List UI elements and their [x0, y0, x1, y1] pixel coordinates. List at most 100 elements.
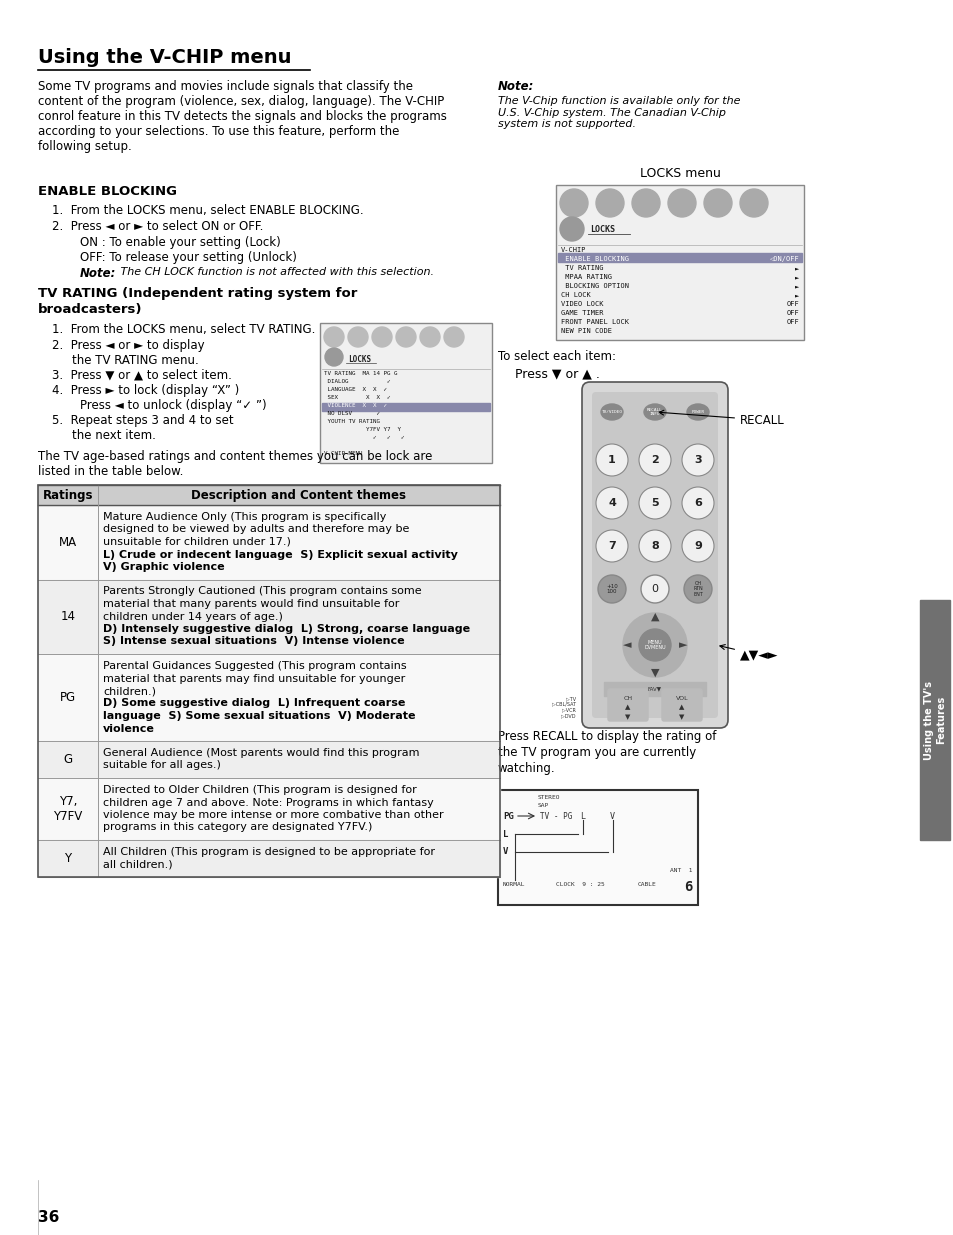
- Bar: [558, 253, 801, 262]
- Text: V-CHIP: V-CHIP: [560, 247, 586, 253]
- Text: Some TV programs and movies include signals that classify the
content of the pro: Some TV programs and movies include sign…: [38, 80, 446, 153]
- Text: MA: MA: [59, 536, 77, 548]
- Text: children under 14 years of age.): children under 14 years of age.): [103, 611, 283, 621]
- Text: ►: ►: [794, 274, 799, 280]
- Text: TV RATING  MA 14 PG G: TV RATING MA 14 PG G: [324, 370, 397, 375]
- Text: ▼: ▼: [650, 668, 659, 678]
- Text: ►: ►: [678, 640, 686, 650]
- Text: General Audience (Most parents would find this program: General Audience (Most parents would fin…: [103, 748, 419, 758]
- Text: 6: 6: [694, 498, 701, 508]
- Circle shape: [740, 189, 767, 217]
- Text: VOL: VOL: [675, 697, 688, 701]
- Bar: [38, 741, 499, 778]
- Text: All Children (This program is designed to be appropriate for: All Children (This program is designed t…: [103, 847, 435, 857]
- Text: POWER: POWER: [691, 410, 704, 414]
- Text: Directed to Older Children (This program is designed for: Directed to Older Children (This program…: [103, 785, 416, 795]
- Circle shape: [681, 445, 713, 475]
- Bar: [497, 790, 698, 905]
- Text: D) Intensely suggestive dialog  L) Strong, coarse language: D) Intensely suggestive dialog L) Strong…: [103, 624, 470, 634]
- Text: ▲: ▲: [650, 613, 659, 622]
- Text: 14: 14: [60, 610, 75, 624]
- Text: NEW PIN CODE: NEW PIN CODE: [560, 329, 612, 333]
- FancyBboxPatch shape: [592, 391, 718, 718]
- Text: VIOLENCE  X  X  ✓: VIOLENCE X X ✓: [324, 403, 387, 408]
- Text: D) Some suggestive dialog  L) Infrequent coarse: D) Some suggestive dialog L) Infrequent …: [103, 699, 405, 709]
- Text: Parents Strongly Cautioned (This program contains some: Parents Strongly Cautioned (This program…: [103, 587, 421, 597]
- Circle shape: [419, 327, 439, 347]
- Text: OFF: To release your setting (Unlock): OFF: To release your setting (Unlock): [80, 251, 296, 264]
- Text: 2.  Press ◄ or ► to select ON or OFF.: 2. Press ◄ or ► to select ON or OFF.: [52, 220, 263, 233]
- Text: Y7FV Y7  Y: Y7FV Y7 Y: [324, 427, 400, 432]
- Text: Press ▼ or ▲ .: Press ▼ or ▲ .: [515, 367, 599, 380]
- Ellipse shape: [686, 404, 708, 420]
- Text: OFF: OFF: [785, 319, 799, 325]
- Text: Press ◄ to unlock (display “✓ ”): Press ◄ to unlock (display “✓ ”): [80, 399, 266, 412]
- Circle shape: [631, 189, 659, 217]
- Text: material that parents may find unsuitable for younger: material that parents may find unsuitabl…: [103, 673, 405, 683]
- Text: ▲▼◄►: ▲▼◄►: [720, 645, 778, 662]
- Text: CABLE: CABLE: [638, 882, 656, 887]
- Circle shape: [667, 189, 696, 217]
- Bar: [556, 185, 803, 340]
- Text: LOCKS: LOCKS: [589, 225, 615, 233]
- Text: 1.  From the LOCKS menu, select TV RATING.: 1. From the LOCKS menu, select TV RATING…: [52, 324, 315, 336]
- Text: ▼: ▼: [679, 714, 684, 720]
- Text: S) Intense sexual situations  V) Intense violence: S) Intense sexual situations V) Intense …: [103, 636, 404, 646]
- Text: LOCKS menu: LOCKS menu: [639, 167, 720, 180]
- Text: ENABLE BLOCKING: ENABLE BLOCKING: [38, 185, 177, 198]
- Text: 3: 3: [694, 454, 701, 466]
- Bar: [38, 485, 499, 505]
- Text: MPAA RATING: MPAA RATING: [560, 274, 612, 280]
- Text: L: L: [579, 811, 584, 821]
- Text: ▷TV
▷CBL/SAT
▷VCR
▷DVD: ▷TV ▷CBL/SAT ▷VCR ▷DVD: [551, 697, 576, 719]
- Text: ENABLE BLOCKING: ENABLE BLOCKING: [560, 256, 628, 262]
- Text: ◁ON/OFF: ◁ON/OFF: [768, 256, 799, 262]
- Bar: [38, 840, 499, 877]
- Text: CH
RTN
ENT: CH RTN ENT: [692, 580, 702, 598]
- Ellipse shape: [600, 404, 622, 420]
- Bar: [38, 485, 499, 877]
- Text: the next item.: the next item.: [71, 429, 155, 442]
- Circle shape: [325, 348, 343, 366]
- Circle shape: [395, 327, 416, 347]
- Text: CH: CH: [622, 697, 632, 701]
- Text: children age 7 and above. Note: Programs in which fantasy: children age 7 and above. Note: Programs…: [103, 798, 434, 808]
- FancyBboxPatch shape: [581, 382, 727, 727]
- Text: The TV age-based ratings and content themes you can be lock are: The TV age-based ratings and content the…: [38, 450, 432, 463]
- Text: TV/VIDEO: TV/VIDEO: [601, 410, 622, 414]
- Text: 9: 9: [694, 541, 701, 551]
- Text: 0: 0: [651, 584, 658, 594]
- Text: OFF: OFF: [785, 301, 799, 308]
- Text: PG: PG: [502, 811, 514, 821]
- Text: YOUTH TV RATING: YOUTH TV RATING: [324, 419, 379, 424]
- Circle shape: [596, 530, 627, 562]
- Text: V: V: [609, 811, 615, 821]
- Text: Note:: Note:: [80, 267, 116, 280]
- Circle shape: [681, 487, 713, 519]
- Text: 36: 36: [38, 1210, 59, 1225]
- Bar: [919, 600, 949, 840]
- Circle shape: [639, 629, 670, 661]
- Bar: [603, 682, 705, 697]
- Text: LOCKS: LOCKS: [348, 354, 371, 364]
- Text: NO DLSV       ✓: NO DLSV ✓: [324, 411, 379, 416]
- Text: L) Crude or indecent language  S) Explicit sexual activity: L) Crude or indecent language S) Explici…: [103, 550, 457, 559]
- Text: Y: Y: [65, 852, 71, 864]
- Bar: [38, 505, 499, 579]
- Text: GAME TIMER: GAME TIMER: [560, 310, 603, 316]
- Text: Note:: Note:: [497, 80, 534, 93]
- Text: FAV▼: FAV▼: [647, 687, 661, 692]
- Text: Using the TV's
Features: Using the TV's Features: [923, 680, 944, 760]
- Text: 7: 7: [607, 541, 616, 551]
- Text: ▲: ▲: [624, 704, 630, 710]
- Text: ◄: ◄: [622, 640, 631, 650]
- Text: 8: 8: [651, 541, 659, 551]
- Text: TV - PG: TV - PG: [539, 811, 572, 821]
- Text: L: L: [502, 830, 508, 839]
- Bar: [38, 778, 499, 840]
- Circle shape: [443, 327, 463, 347]
- Text: FRONT PANEL LOCK: FRONT PANEL LOCK: [560, 319, 628, 325]
- Text: all children.): all children.): [103, 860, 172, 869]
- Text: 2.  Press ◄ or ► to display: 2. Press ◄ or ► to display: [52, 338, 204, 352]
- Text: G: G: [63, 753, 72, 766]
